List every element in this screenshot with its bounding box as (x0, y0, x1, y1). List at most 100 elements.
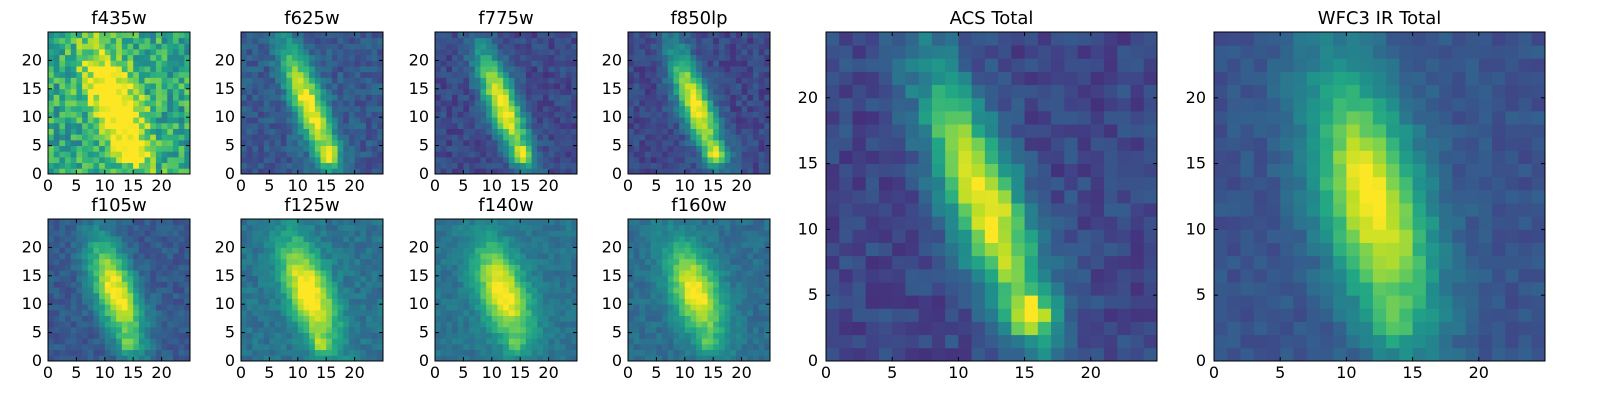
heatmap-cell (645, 55, 651, 61)
heatmap-cell (446, 83, 452, 89)
heatmap-cell (321, 242, 327, 248)
heatmap-cell (736, 77, 742, 83)
heatmap-cell (1131, 335, 1145, 349)
heatmap-cell (355, 146, 361, 152)
heatmap-cell (475, 333, 481, 339)
heatmap-cell (690, 49, 696, 55)
heatmap-cell (167, 281, 173, 287)
heatmap-cell (298, 134, 304, 140)
heatmap-cell (162, 219, 168, 225)
heatmap-cell (338, 230, 344, 236)
heatmap-cell (360, 163, 366, 169)
heatmap-cell (59, 94, 65, 100)
heatmap-cell (326, 242, 332, 248)
heatmap-cell (469, 327, 475, 333)
heatmap-cell (315, 60, 321, 66)
heatmap-cell (139, 281, 145, 287)
heatmap-cell (441, 287, 447, 293)
heatmap-cell (826, 85, 840, 99)
heatmap-cell (133, 344, 139, 350)
heatmap-cell (167, 77, 173, 83)
heatmap-cell (1025, 124, 1039, 138)
heatmap-cell (71, 151, 77, 157)
heatmap-cell (679, 168, 685, 174)
heatmap-cell (338, 355, 344, 361)
heatmap-cell (1038, 203, 1052, 217)
heatmap-cell (360, 316, 366, 322)
heatmap-cell (503, 89, 509, 95)
heatmap-cell (349, 140, 355, 146)
heatmap-cell (852, 203, 866, 217)
heatmap-cell (719, 157, 725, 163)
heatmap-cell (509, 89, 515, 95)
heatmap-cell (702, 72, 708, 78)
heatmap-cell (377, 140, 383, 146)
heatmap-cell (275, 350, 281, 356)
heatmap-cell (355, 94, 361, 100)
heatmap-cell (275, 321, 281, 327)
heatmap-cell (110, 355, 116, 361)
heatmap-cell (452, 270, 458, 276)
heatmap-cell (241, 151, 247, 157)
heatmap-cell (332, 32, 338, 38)
heatmap-cell (349, 123, 355, 129)
heatmap-cell (628, 83, 634, 89)
heatmap-cell (286, 146, 292, 152)
heatmap-cell (532, 338, 538, 344)
y-tick-label: 10 (22, 294, 42, 313)
heatmap-cell (458, 157, 464, 163)
heatmap-cell (537, 123, 543, 129)
heatmap-cell (571, 32, 577, 38)
heatmap-cell (685, 60, 691, 66)
heatmap-cell (122, 276, 128, 282)
heatmap-cell (133, 134, 139, 140)
heatmap-cell (133, 60, 139, 66)
heatmap-cell (326, 304, 332, 310)
heatmap-cell (82, 355, 88, 361)
heatmap-cell (247, 333, 253, 339)
heatmap-cell (338, 112, 344, 118)
heatmap-cell (469, 134, 475, 140)
heatmap-cell (673, 83, 679, 89)
heatmap-cell (179, 117, 185, 123)
heatmap-cell (139, 89, 145, 95)
heatmap-cell (105, 219, 111, 225)
heatmap-cell (372, 123, 378, 129)
heatmap-cell (497, 293, 503, 299)
heatmap-cell (736, 43, 742, 49)
heatmap-cell (179, 259, 185, 265)
heatmap-cell (492, 321, 498, 327)
heatmap-cell (93, 225, 99, 231)
heatmap-cell (349, 117, 355, 123)
heatmap-cell (162, 146, 168, 152)
heatmap-cell (247, 106, 253, 112)
heatmap-cell (65, 123, 71, 129)
heatmap-cell (475, 55, 481, 61)
heatmap-cell (866, 111, 880, 125)
heatmap-cell (241, 157, 247, 163)
heatmap-cell (292, 49, 298, 55)
heatmap-cell (463, 123, 469, 129)
heatmap-cell (269, 94, 275, 100)
heatmap-cell (110, 60, 116, 66)
heatmap-cell (355, 38, 361, 44)
heatmap-cell (82, 163, 88, 169)
heatmap-cell (110, 333, 116, 339)
heatmap-cell (326, 236, 332, 242)
heatmap-cell (366, 129, 372, 135)
heatmap-cell (88, 350, 94, 356)
heatmap-cell (651, 106, 657, 112)
heatmap-cell (1131, 256, 1145, 270)
heatmap-cell (1011, 137, 1025, 151)
heatmap-cell (662, 100, 668, 106)
heatmap-cell (162, 321, 168, 327)
heatmap-cell (932, 177, 946, 191)
heatmap-cell (1104, 85, 1118, 99)
heatmap-cell (321, 77, 327, 83)
heatmap-cell (713, 129, 719, 135)
heatmap-cell (372, 316, 378, 322)
heatmap-cell (292, 134, 298, 140)
heatmap-cell (708, 49, 714, 55)
heatmap-cell (264, 123, 270, 129)
heatmap-cell (179, 168, 185, 174)
